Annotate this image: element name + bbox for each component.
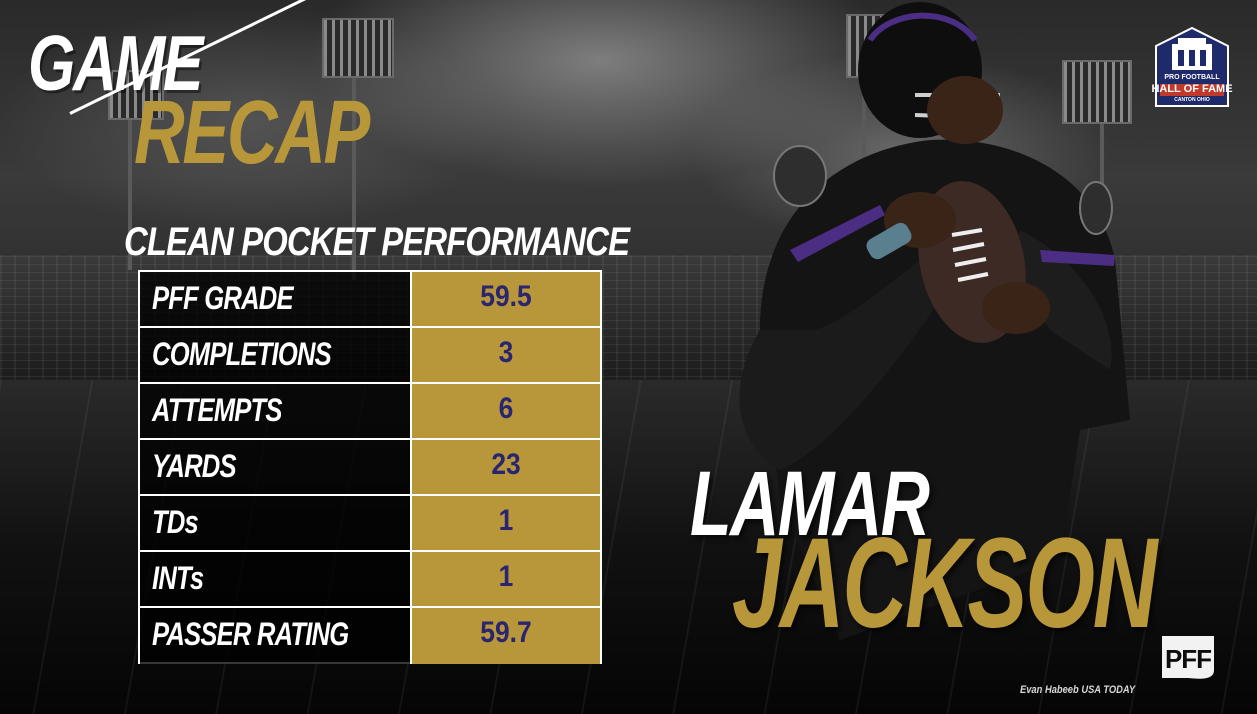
pff-logo-text: PFF — [1164, 644, 1212, 674]
stat-row-completions: COMPLETIONS 3 — [140, 328, 600, 384]
stat-value: 59.5 — [480, 280, 532, 313]
stat-label-cell: PASSER RATING — [140, 608, 412, 664]
stat-value-cell: 1 — [412, 496, 600, 550]
stat-value-cell: 23 — [412, 440, 600, 494]
stat-row-pff-grade: PFF GRADE 59.5 — [140, 272, 600, 328]
stat-row-yards: YARDS 23 — [140, 440, 600, 496]
stat-label-cell: ATTEMPTS — [140, 384, 412, 438]
stat-value: 3 — [498, 336, 514, 369]
stat-label-cell: TDs — [140, 496, 412, 550]
stats-table: PFF GRADE 59.5 COMPLETIONS 3 ATTEMPTS 6 … — [138, 270, 602, 664]
stat-label-cell: PFF GRADE — [140, 272, 412, 326]
stat-value-cell: 3 — [412, 328, 600, 382]
hall-of-fame-emblem-icon — [1155, 26, 1229, 107]
player-photo — [739, 2, 1130, 640]
stat-label: PASSER RATING — [152, 616, 349, 652]
stat-row-tds: TDs 1 — [140, 496, 600, 552]
stat-value: 1 — [498, 560, 514, 593]
stat-value-cell: 6 — [412, 384, 600, 438]
stat-label-cell: COMPLETIONS — [140, 328, 412, 382]
stat-label: ATTEMPTS — [152, 392, 282, 428]
pff-badge-icon — [1162, 636, 1214, 679]
hof-line2: HALL OF FAME — [1151, 83, 1233, 95]
player-first-name: LAMAR — [690, 453, 930, 555]
stat-value-cell: 1 — [412, 552, 600, 606]
player-last-name: JACKSON — [732, 512, 1158, 655]
stat-value-cell: 59.5 — [412, 272, 600, 326]
pff-logo: PFF — [1158, 632, 1218, 682]
stat-label-cell: YARDS — [140, 440, 412, 494]
stat-label: PFF GRADE — [152, 280, 294, 316]
stat-label: YARDS — [152, 448, 237, 484]
title-recap: RECAP — [134, 83, 370, 183]
section-title: CLEAN POCKET PERFORMANCE — [124, 220, 630, 264]
hof-line3: CANTON OHIO — [1174, 97, 1210, 103]
stat-value: 23 — [491, 448, 521, 481]
stat-row-ints: INTs 1 — [140, 552, 600, 608]
stat-label: COMPLETIONS — [152, 336, 332, 372]
hall-of-fame-logo: PRO FOOTBALL HALL OF FAME CANTON OHIO — [1148, 26, 1236, 116]
stat-row-passer-rating: PASSER RATING 59.7 — [140, 608, 600, 664]
photo-credit: Evan Habeeb USA TODAY — [1020, 684, 1136, 696]
stat-value: 59.7 — [480, 616, 532, 649]
stat-label: INTs — [152, 560, 204, 596]
stat-label: TDs — [152, 504, 199, 540]
hof-line1: PRO FOOTBALL — [1164, 74, 1220, 81]
stat-value: 1 — [498, 504, 514, 537]
stat-value-cell: 59.7 — [412, 608, 600, 664]
stat-value: 6 — [498, 392, 514, 425]
stat-label-cell: INTs — [140, 552, 412, 606]
stat-row-attempts: ATTEMPTS 6 — [140, 384, 600, 440]
